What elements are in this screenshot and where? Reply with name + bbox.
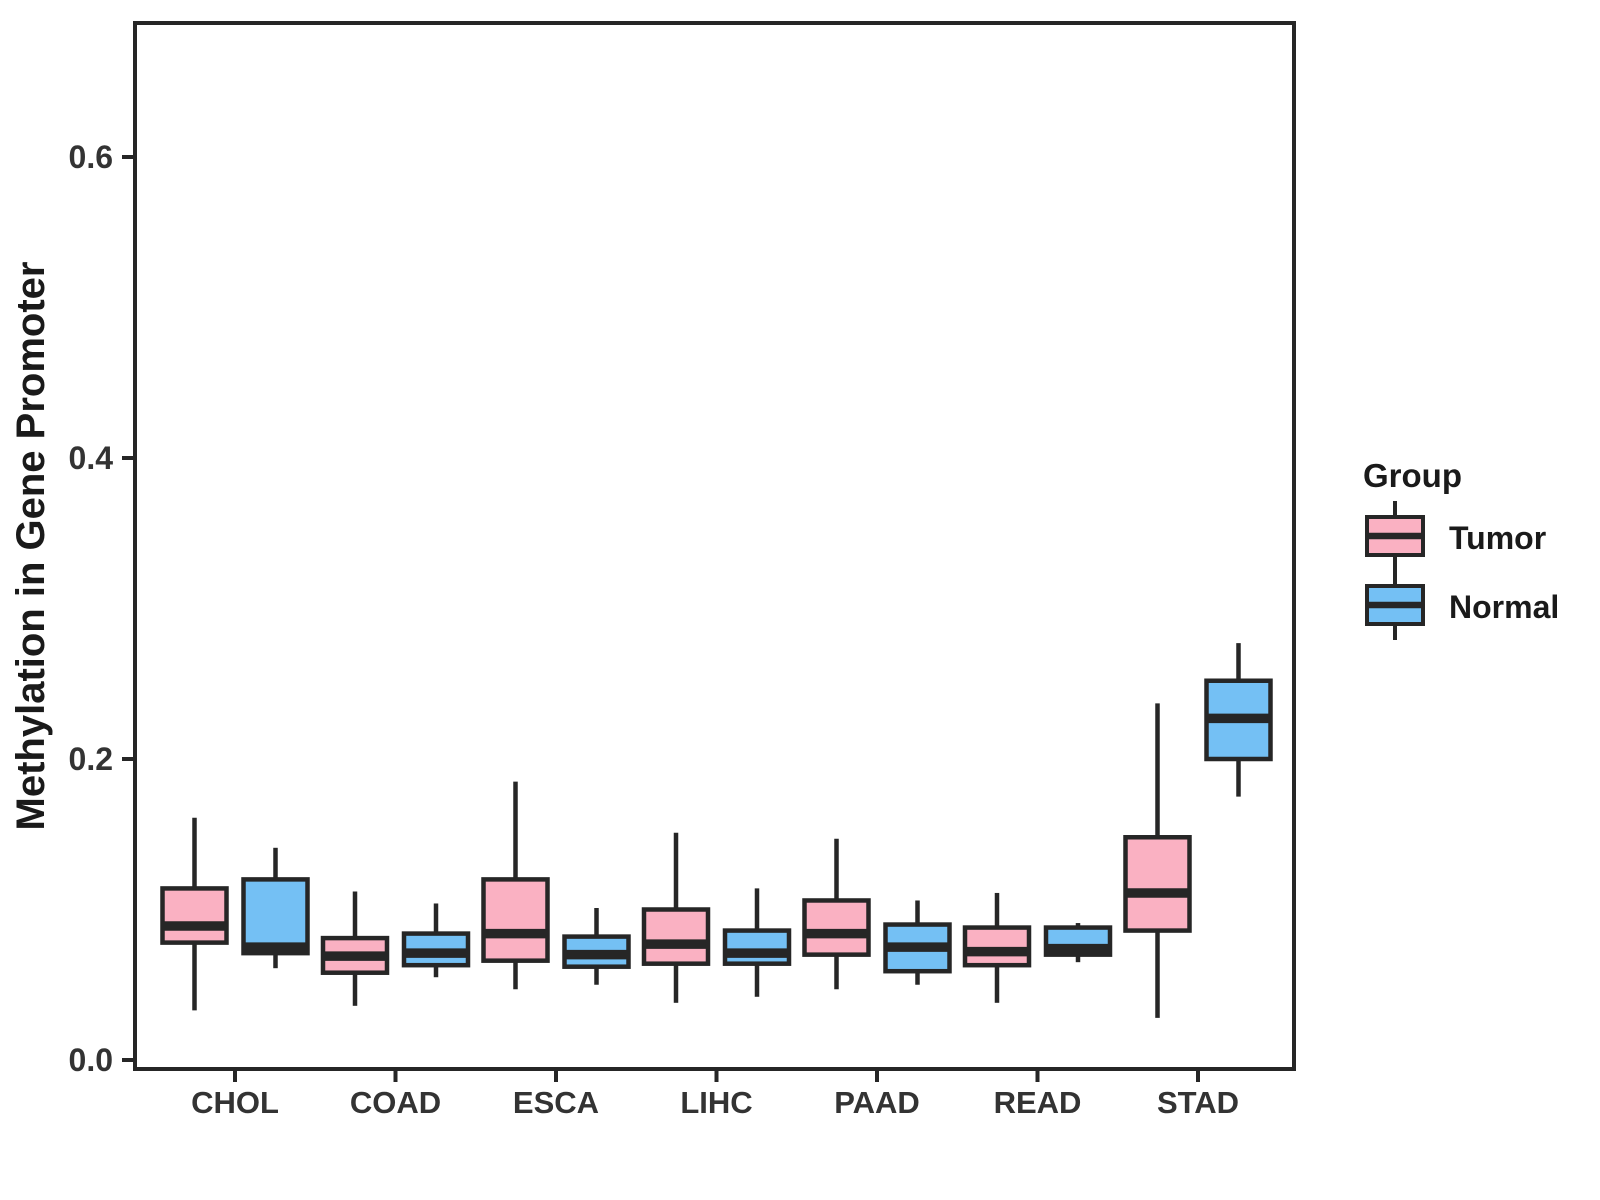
- x-tick-label-ESCA: ESCA: [513, 1085, 599, 1120]
- y-tick-label-0.2: 0.2: [69, 741, 113, 777]
- y-tick-label-0.4: 0.4: [69, 440, 114, 476]
- box-CHOL-Tumor: [160, 817, 229, 1011]
- box-PAAD-Normal: [883, 900, 952, 985]
- legend-glyph-normal: [1365, 570, 1425, 640]
- y-tick-label-0.6: 0.6: [69, 139, 113, 175]
- box-COAD-Tumor: [320, 891, 390, 1006]
- box-COAD-Normal: [401, 903, 471, 978]
- box-CHOL-Normal: [241, 847, 310, 969]
- x-tick-label-PAAD: PAAD: [834, 1085, 920, 1120]
- x-tick-label-LIHC: LIHC: [680, 1085, 752, 1120]
- legend-glyph-tumor: [1365, 501, 1425, 571]
- legend-label-tumor: Tumor: [1449, 520, 1546, 556]
- box-PAAD-Tumor: [802, 838, 871, 990]
- box-LIHC-Tumor: [641, 832, 711, 1003]
- box-ESCA-Tumor: [481, 781, 550, 990]
- x-tick-label-CHOL: CHOL: [191, 1085, 279, 1120]
- y-tick-label-0.0: 0.0: [69, 1042, 113, 1078]
- box-LIHC-Normal: [722, 888, 792, 997]
- x-tick-label-READ: READ: [994, 1085, 1082, 1120]
- x-tick-label-COAD: COAD: [350, 1085, 441, 1120]
- x-tick-label-STAD: STAD: [1157, 1085, 1239, 1120]
- box-READ-Normal: [1043, 923, 1113, 963]
- box-STAD-Normal: [1204, 643, 1273, 797]
- plot-panel: [133, 21, 1296, 1071]
- legend-label-normal: Normal: [1449, 589, 1559, 625]
- box-ESCA-Normal: [562, 907, 631, 985]
- y-axis-title: Methylation in Gene Promoter: [9, 262, 53, 831]
- box-READ-Tumor: [962, 892, 1032, 1003]
- box-STAD-Tumor: [1123, 703, 1192, 1018]
- legend: Group Tumor Normal: [1363, 457, 1559, 640]
- legend-title: Group: [1363, 457, 1462, 494]
